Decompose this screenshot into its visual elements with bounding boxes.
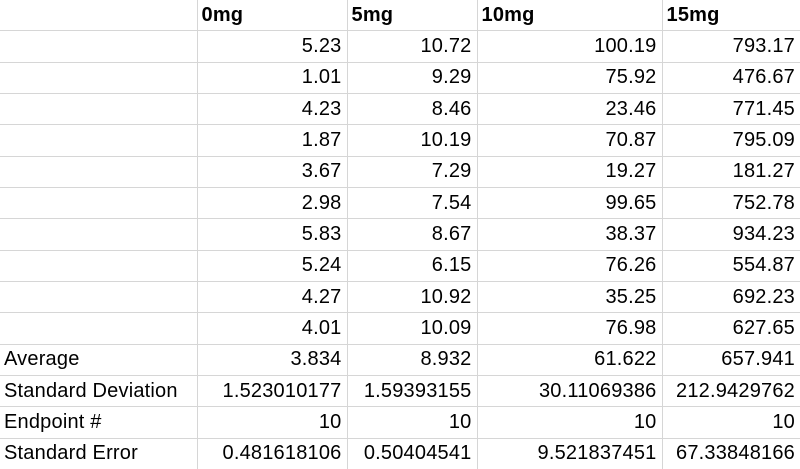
row-label-cell[interactable]: [0, 124, 198, 157]
cell[interactable]: 657.941: [662, 344, 800, 376]
cell[interactable]: 100.19: [477, 30, 663, 63]
row-label-cell[interactable]: [0, 281, 198, 314]
cell[interactable]: 4.23: [197, 93, 348, 126]
cell[interactable]: 2.98: [197, 187, 348, 220]
cell[interactable]: 6.15: [347, 250, 478, 282]
cell[interactable]: 10: [662, 406, 800, 439]
cell[interactable]: 554.87: [662, 250, 800, 282]
cell[interactable]: 793.17: [662, 30, 800, 63]
summary-row-endpoint-count: Endpoint # 10 10 10 10: [0, 406, 800, 439]
data-row: 2.98 7.54 99.65 752.78: [0, 187, 800, 220]
cell[interactable]: 9.521837451: [477, 438, 663, 469]
cell[interactable]: 75.92: [477, 62, 663, 94]
cell[interactable]: 212.9429762: [662, 375, 800, 408]
cell[interactable]: 7.54: [347, 187, 478, 220]
cell[interactable]: 3.67: [197, 156, 348, 188]
row-label-cell[interactable]: [0, 218, 198, 251]
label-standard-deviation[interactable]: Standard Deviation: [0, 375, 198, 408]
data-row: 4.23 8.46 23.46 771.45: [0, 93, 800, 126]
summary-row-average: Average 3.834 8.932 61.622 657.941: [0, 344, 800, 376]
cell[interactable]: 8.46: [347, 93, 478, 126]
label-average[interactable]: Average: [0, 344, 198, 376]
data-row: 3.67 7.29 19.27 181.27: [0, 156, 800, 188]
row-label-cell[interactable]: [0, 62, 198, 94]
data-row: 1.01 9.29 75.92 476.67: [0, 62, 800, 94]
cell[interactable]: 0.50404541: [347, 438, 478, 469]
cell[interactable]: 30.11069386: [477, 375, 663, 408]
data-row: 5.83 8.67 38.37 934.23: [0, 218, 800, 251]
cell[interactable]: 76.98: [477, 312, 663, 345]
cell[interactable]: 1.87: [197, 124, 348, 157]
cell[interactable]: 5.83: [197, 218, 348, 251]
cell[interactable]: 9.29: [347, 62, 478, 94]
cell[interactable]: 692.23: [662, 281, 800, 314]
row-label-cell[interactable]: [0, 187, 198, 220]
header-row: 0mg 5mg 10mg 15mg: [0, 0, 800, 32]
row-label-cell[interactable]: [0, 93, 198, 126]
cell[interactable]: 0.481618106: [197, 438, 348, 469]
cell[interactable]: 10.09: [347, 312, 478, 345]
cell[interactable]: 3.834: [197, 344, 348, 376]
cell[interactable]: 10.92: [347, 281, 478, 314]
cell[interactable]: 476.67: [662, 62, 800, 94]
cell[interactable]: 99.65: [477, 187, 663, 220]
summary-row-standard-error: Standard Error 0.481618106 0.50404541 9.…: [0, 438, 800, 469]
row-label-cell[interactable]: [0, 30, 198, 63]
cell[interactable]: 1.01: [197, 62, 348, 94]
cell[interactable]: 5.23: [197, 30, 348, 63]
cell[interactable]: 61.622: [477, 344, 663, 376]
cell[interactable]: 10: [347, 406, 478, 439]
header-5mg[interactable]: 5mg: [347, 0, 478, 32]
header-15mg[interactable]: 15mg: [662, 0, 800, 32]
data-row: 1.87 10.19 70.87 795.09: [0, 124, 800, 157]
cell[interactable]: 38.37: [477, 218, 663, 251]
cell[interactable]: 19.27: [477, 156, 663, 188]
header-0mg[interactable]: 0mg: [197, 0, 348, 32]
cell[interactable]: 934.23: [662, 218, 800, 251]
row-label-cell[interactable]: [0, 250, 198, 282]
corner-cell[interactable]: [0, 0, 198, 32]
cell[interactable]: 627.65: [662, 312, 800, 345]
cell[interactable]: 10.72: [347, 30, 478, 63]
cell[interactable]: 23.46: [477, 93, 663, 126]
data-row: 5.24 6.15 76.26 554.87: [0, 250, 800, 282]
cell[interactable]: 10.19: [347, 124, 478, 157]
cell[interactable]: 8.67: [347, 218, 478, 251]
cell[interactable]: 8.932: [347, 344, 478, 376]
row-label-cell[interactable]: [0, 312, 198, 345]
cell[interactable]: 181.27: [662, 156, 800, 188]
cell[interactable]: 7.29: [347, 156, 478, 188]
cell[interactable]: 752.78: [662, 187, 800, 220]
cell[interactable]: 5.24: [197, 250, 348, 282]
header-10mg[interactable]: 10mg: [477, 0, 663, 32]
label-standard-error[interactable]: Standard Error: [0, 438, 198, 469]
cell[interactable]: 10: [477, 406, 663, 439]
cell[interactable]: 10: [197, 406, 348, 439]
cell[interactable]: 76.26: [477, 250, 663, 282]
cell[interactable]: 67.33848166: [676, 442, 795, 465]
cell[interactable]: 795.09: [662, 124, 800, 157]
data-row: 4.27 10.92 35.25 692.23: [0, 281, 800, 314]
cell[interactable]: 1.59393155: [347, 375, 478, 408]
cell[interactable]: 1.523010177: [197, 375, 348, 408]
cell[interactable]: 35.25: [477, 281, 663, 314]
row-label-cell[interactable]: [0, 156, 198, 188]
cell[interactable]: 771.45: [662, 93, 800, 126]
label-endpoint-count[interactable]: Endpoint #: [0, 406, 198, 439]
data-row: 4.01 10.09 76.98 627.65: [0, 312, 800, 345]
summary-row-standard-deviation: Standard Deviation 1.523010177 1.5939315…: [0, 375, 800, 408]
cell[interactable]: 4.27: [197, 281, 348, 314]
cell[interactable]: 4.01: [197, 312, 348, 345]
data-row: 5.23 10.72 100.19 793.17: [0, 30, 800, 63]
cell[interactable]: 70.87: [477, 124, 663, 157]
